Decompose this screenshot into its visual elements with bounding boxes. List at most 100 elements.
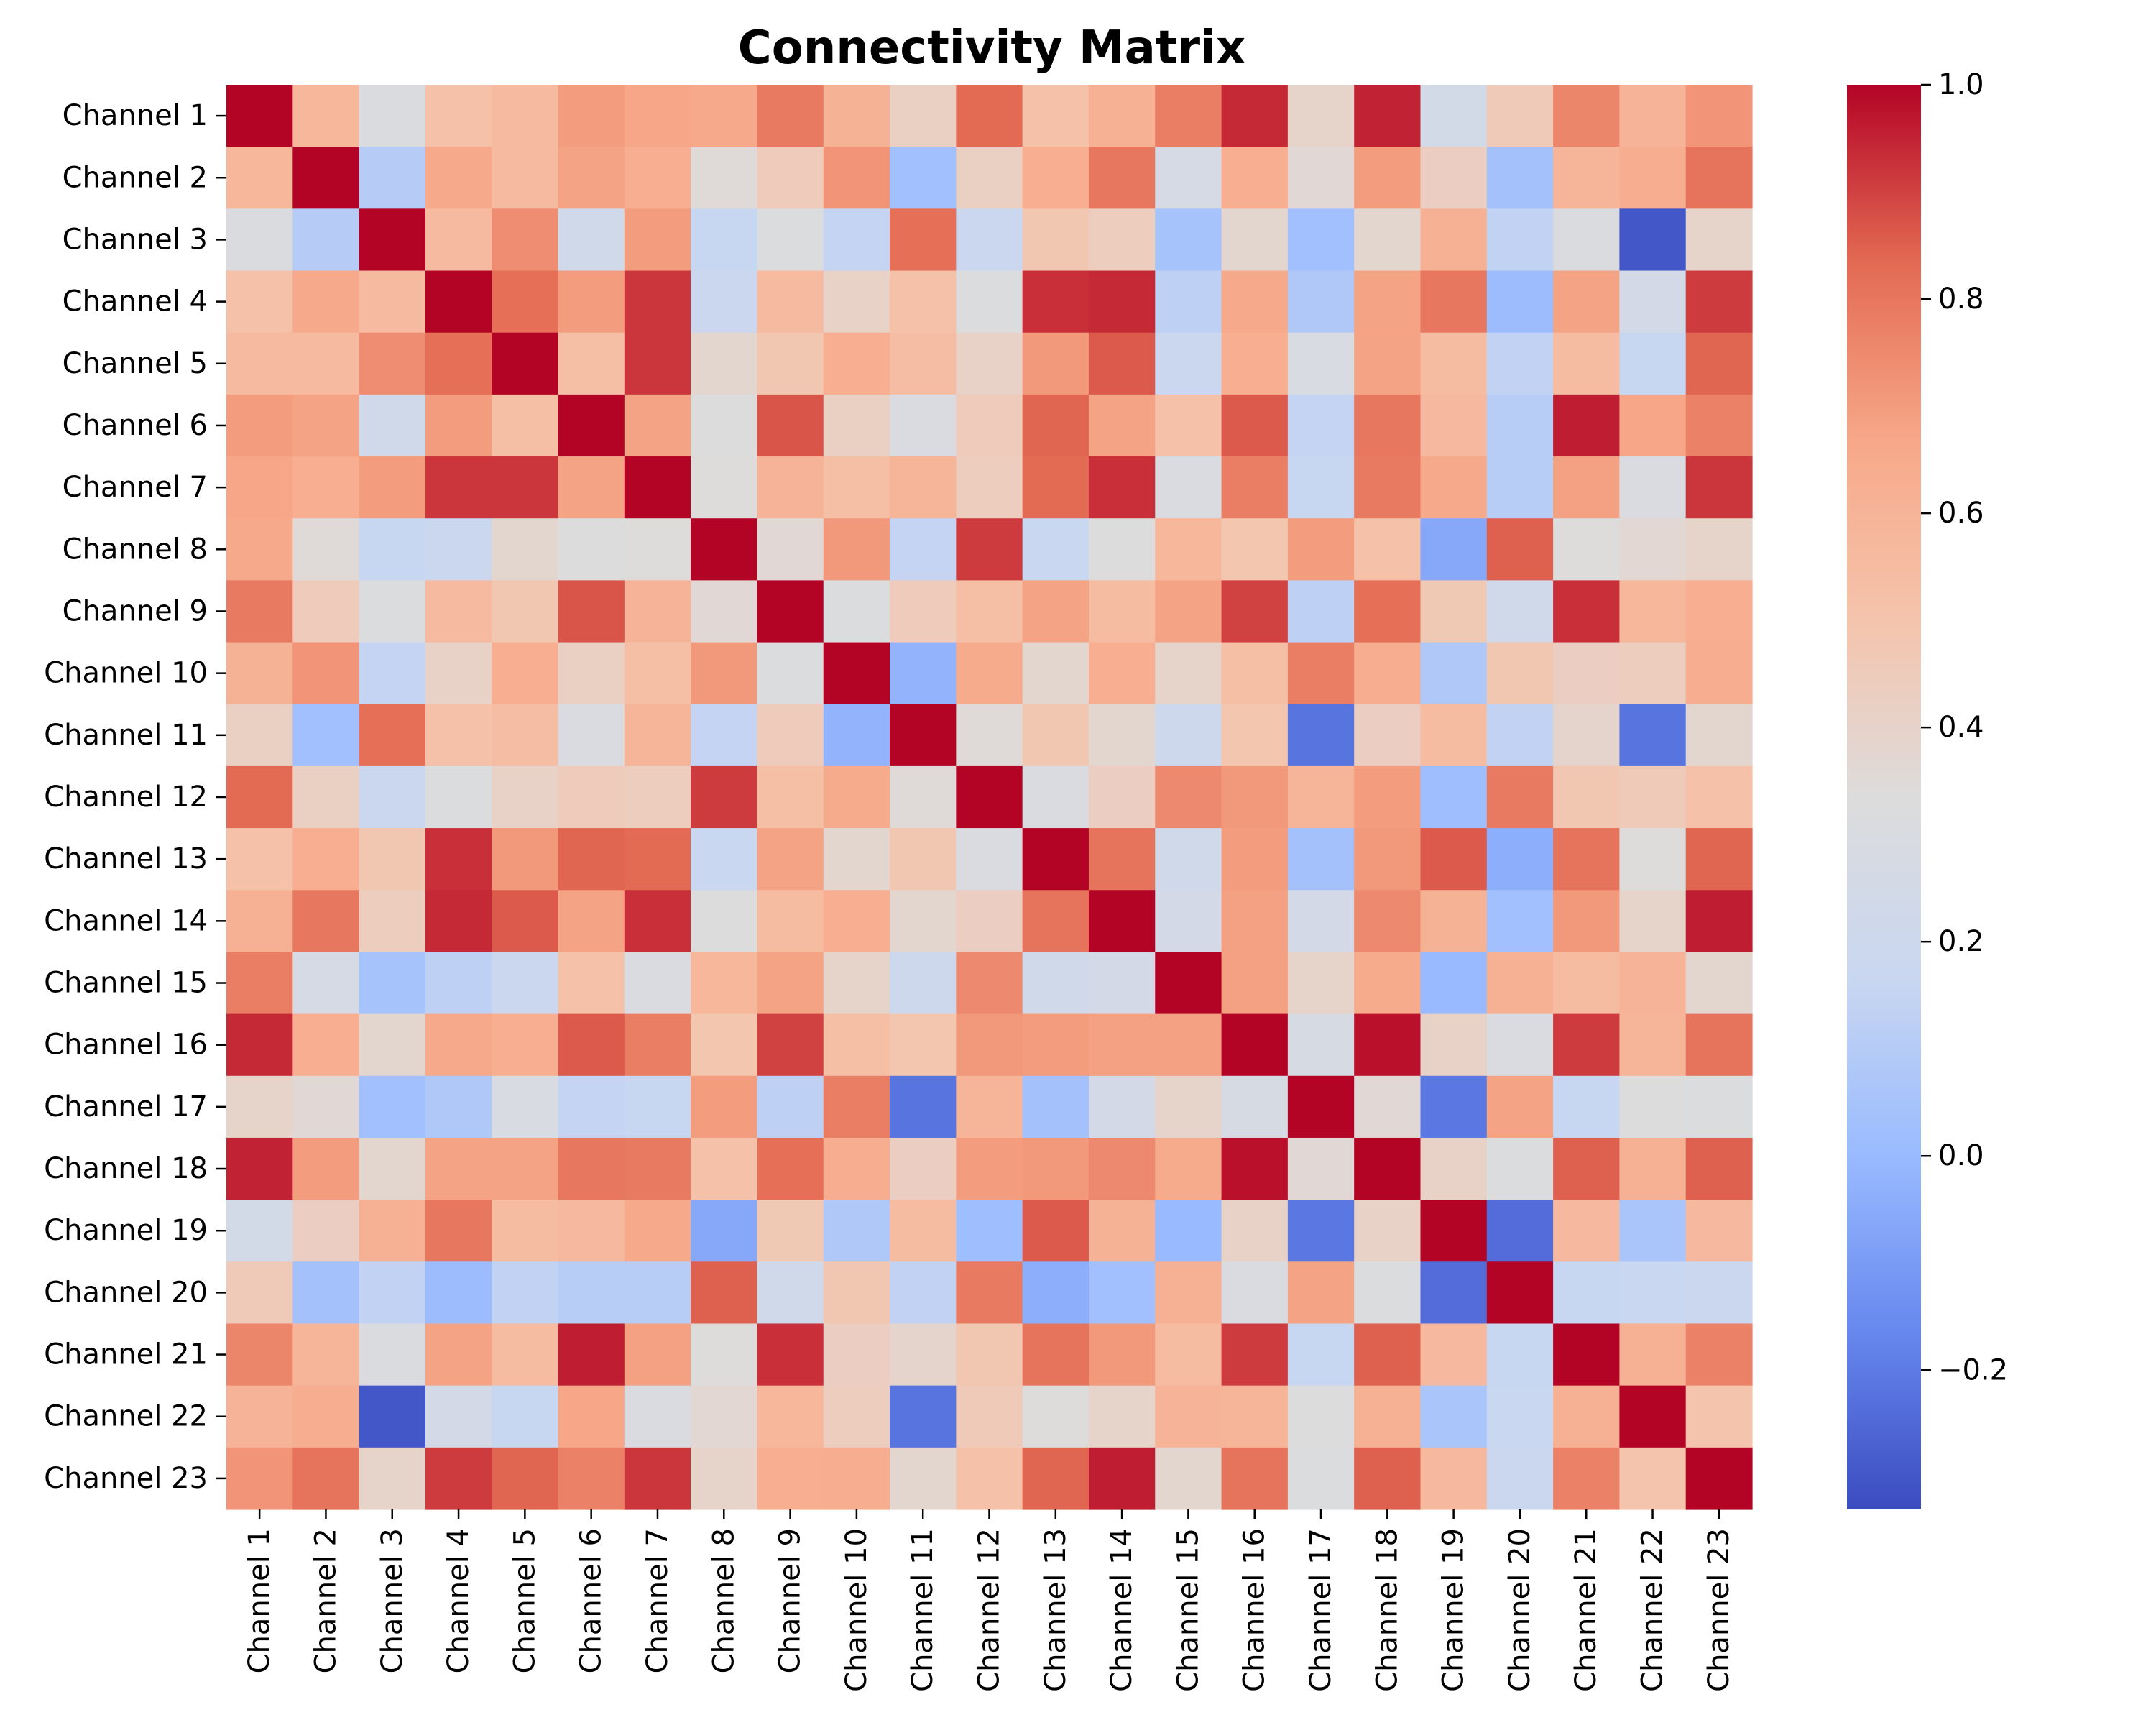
heatmap-cell <box>1287 332 1355 395</box>
heatmap-cell <box>1685 456 1753 519</box>
heatmap-cell <box>1486 952 1554 1015</box>
heatmap-cell <box>425 394 492 457</box>
heatmap-cell <box>226 394 293 457</box>
heatmap-cell <box>1685 765 1753 829</box>
heatmap-cell <box>425 208 492 272</box>
row-tick-label: Channel 4 <box>63 285 208 318</box>
row-tick-label: Channel 11 <box>44 719 208 752</box>
row-tick-label: Channel 15 <box>44 967 208 1000</box>
heatmap-cell <box>1486 270 1554 334</box>
heatmap-cell <box>226 580 293 643</box>
heatmap-cell <box>1287 1200 1355 1262</box>
heatmap-cell <box>757 1261 824 1325</box>
heatmap-cell <box>492 394 559 457</box>
heatmap-cell <box>691 765 758 829</box>
heatmap-cell <box>1155 828 1222 891</box>
heatmap-cell <box>1420 704 1488 767</box>
heatmap-cell <box>956 208 1023 272</box>
column-tick-label: Channel 5 <box>508 1528 541 1673</box>
heatmap-cell <box>624 1447 691 1510</box>
heatmap-cell <box>691 394 758 457</box>
heatmap-cell <box>425 456 492 519</box>
heatmap-cell <box>1221 332 1289 395</box>
heatmap-cell <box>890 456 957 519</box>
heatmap-cell <box>823 85 890 147</box>
heatmap-cell <box>1486 1261 1554 1325</box>
heatmap-cell <box>1287 147 1355 209</box>
heatmap-cell <box>1022 765 1089 829</box>
column-tick-label: Channel 18 <box>1370 1528 1404 1692</box>
heatmap-cell <box>492 828 559 891</box>
row-tick-label: Channel 9 <box>63 594 208 627</box>
heatmap-cell <box>1022 580 1089 643</box>
heatmap-cell <box>1420 580 1488 643</box>
heatmap-cell <box>823 332 890 395</box>
heatmap-cell <box>1553 1013 1620 1077</box>
heatmap-cell <box>226 1323 293 1386</box>
heatmap-cell <box>823 270 890 334</box>
heatmap-cell <box>1619 270 1687 334</box>
heatmap-cell <box>1221 952 1289 1015</box>
heatmap-cell <box>956 642 1023 705</box>
heatmap-cell <box>1287 828 1355 891</box>
heatmap-cell <box>1420 1137 1488 1200</box>
heatmap-cell <box>624 1323 691 1386</box>
heatmap-cell <box>1685 270 1753 334</box>
heatmap-cell <box>1553 642 1620 705</box>
heatmap-cell <box>956 1447 1023 1510</box>
heatmap-cell <box>757 1385 824 1448</box>
heatmap-cell <box>1088 890 1156 953</box>
heatmap-cell <box>890 828 957 891</box>
heatmap-cell <box>1155 332 1222 395</box>
heatmap-cell <box>359 580 426 643</box>
heatmap-cell <box>558 1137 625 1200</box>
heatmap-cell <box>1486 765 1554 829</box>
heatmap-cell <box>558 580 625 643</box>
heatmap-cell <box>425 1261 492 1325</box>
row-tick-label: Channel 2 <box>63 161 208 194</box>
heatmap-cell <box>1022 270 1089 334</box>
heatmap-cell <box>425 1075 492 1138</box>
heatmap-cell <box>226 1385 293 1448</box>
heatmap-cell <box>425 1137 492 1200</box>
heatmap-cell <box>359 332 426 395</box>
heatmap-cell <box>1685 332 1753 395</box>
heatmap-cell <box>1221 642 1289 705</box>
heatmap-cell <box>1287 580 1355 643</box>
heatmap-cell <box>1155 1013 1222 1077</box>
heatmap-cell <box>691 1323 758 1386</box>
heatmap-cell <box>956 332 1023 395</box>
row-tick-label: Channel 7 <box>63 471 208 504</box>
heatmap-cell <box>558 828 625 891</box>
heatmap-cell <box>492 456 559 519</box>
heatmap-cell <box>425 952 492 1015</box>
heatmap-cell <box>292 952 360 1015</box>
heatmap-cell <box>1022 394 1089 457</box>
heatmap-cell <box>558 642 625 705</box>
heatmap-cell <box>1354 394 1422 457</box>
heatmap-cell <box>1022 85 1089 147</box>
heatmap-cell <box>359 765 426 829</box>
heatmap-cell <box>1486 208 1554 272</box>
heatmap-cell <box>558 332 625 395</box>
heatmap-cell <box>1221 456 1289 519</box>
heatmap-cell <box>1155 270 1222 334</box>
column-tick-label: Channel 1 <box>243 1528 276 1673</box>
heatmap-cell <box>1088 952 1156 1015</box>
row-tick-label: Channel 10 <box>44 657 208 690</box>
heatmap-cell <box>823 1200 890 1262</box>
heatmap-cell <box>1221 394 1289 457</box>
heatmap-cell <box>1022 1261 1089 1325</box>
heatmap-cell <box>1088 1323 1156 1386</box>
heatmap-cell <box>1022 704 1089 767</box>
heatmap-cell <box>1619 1447 1687 1510</box>
heatmap-cell <box>1088 332 1156 395</box>
heatmap-cell <box>1088 1137 1156 1200</box>
heatmap-cell <box>956 1200 1023 1262</box>
heatmap-cell <box>1619 1075 1687 1138</box>
heatmap-cell <box>890 518 957 581</box>
heatmap-cell <box>1221 765 1289 829</box>
heatmap-cell <box>492 208 559 272</box>
heatmap-cell <box>226 85 293 147</box>
heatmap-cell <box>757 1013 824 1077</box>
